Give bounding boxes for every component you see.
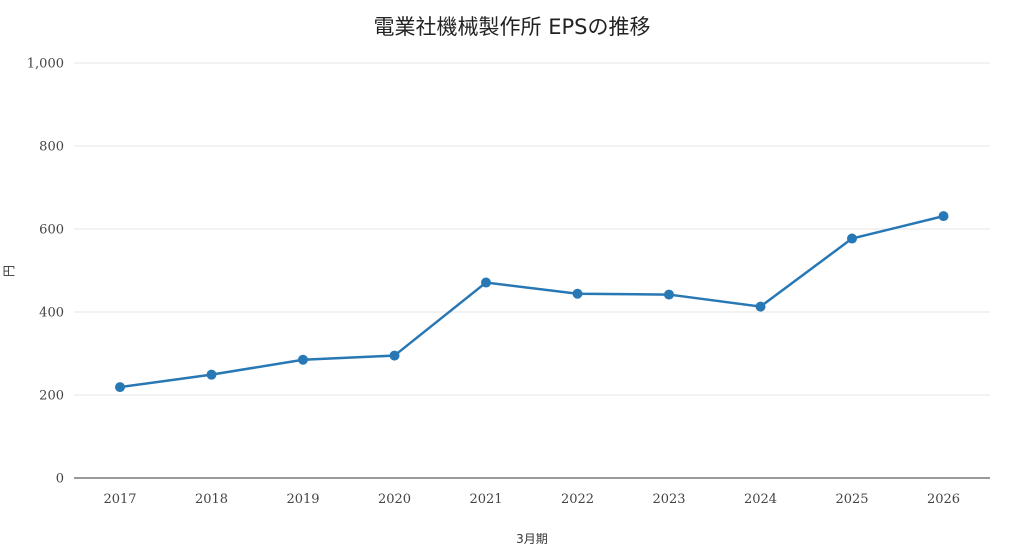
y-axis-ticks: 0 200 400 600 800 1,000 xyxy=(27,57,64,487)
y-tick-label: 0 xyxy=(56,472,64,487)
x-tick-label: 2023 xyxy=(652,492,685,507)
gridlines xyxy=(74,62,990,396)
x-tick-label: 2019 xyxy=(286,492,319,507)
x-tick-label: 2022 xyxy=(561,492,594,507)
y-tick-label: 200 xyxy=(39,389,64,404)
eps-series-line xyxy=(119,214,944,389)
data-point xyxy=(847,233,857,244)
y-tick-label: 800 xyxy=(39,140,64,155)
data-points xyxy=(115,211,949,393)
data-point xyxy=(938,211,949,222)
x-tick-label: 2017 xyxy=(103,492,136,507)
data-point xyxy=(481,277,491,288)
data-point xyxy=(572,288,583,299)
x-tick-label: 2021 xyxy=(469,492,502,507)
y-axis-title: 円 xyxy=(2,265,16,277)
data-point xyxy=(115,382,125,393)
x-axis-title: 3月期 xyxy=(516,532,548,546)
x-tick-label: 2026 xyxy=(927,492,960,507)
data-point xyxy=(389,350,400,361)
x-axis-ticks: 2017 2018 2019 2020 2021 2022 2023 2024 2025 2026 xyxy=(103,492,960,507)
y-tick-label: 600 xyxy=(39,223,64,238)
data-point xyxy=(664,289,674,300)
x-tick-label: 2025 xyxy=(835,492,868,507)
data-point xyxy=(755,301,766,312)
y-tick-label: 400 xyxy=(39,306,64,321)
x-tick-label: 2018 xyxy=(195,492,228,507)
chart-title: 電業社機械製作所 EPSの推移 xyxy=(374,15,651,39)
data-point xyxy=(206,369,217,380)
y-tick-label: 1,000 xyxy=(27,57,64,72)
x-tick-label: 2020 xyxy=(378,492,411,507)
data-point xyxy=(298,354,308,365)
x-tick-label: 2024 xyxy=(744,492,777,507)
